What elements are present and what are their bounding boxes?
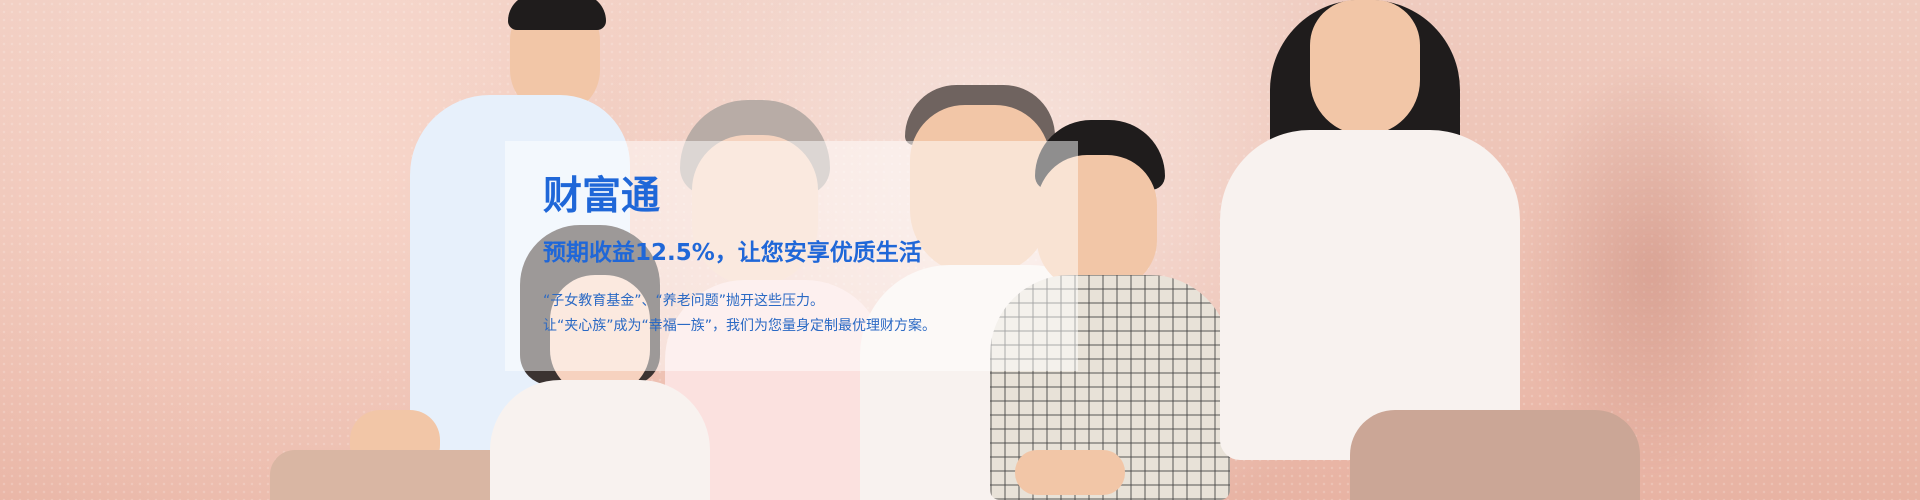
description-line: 让“夹心族”成为“幸福一族”，我们为您量身定制最优理财方案。 — [543, 318, 937, 334]
description-line: “子女教育基金”、“养老问题”抛开这些压力。 — [543, 293, 825, 309]
product-subtitle: 预期收益12.5%，让您安享优质生活 — [543, 240, 922, 266]
woman-figure — [1200, 0, 1650, 500]
product-description: “子女教育基金”、“养老问题”抛开这些压力。 让“夹心族”成为“幸福一族”，我们… — [543, 289, 1063, 339]
boy-figure — [975, 120, 1265, 500]
product-title: 财富通 — [543, 174, 661, 219]
text-panel — [505, 141, 1078, 371]
